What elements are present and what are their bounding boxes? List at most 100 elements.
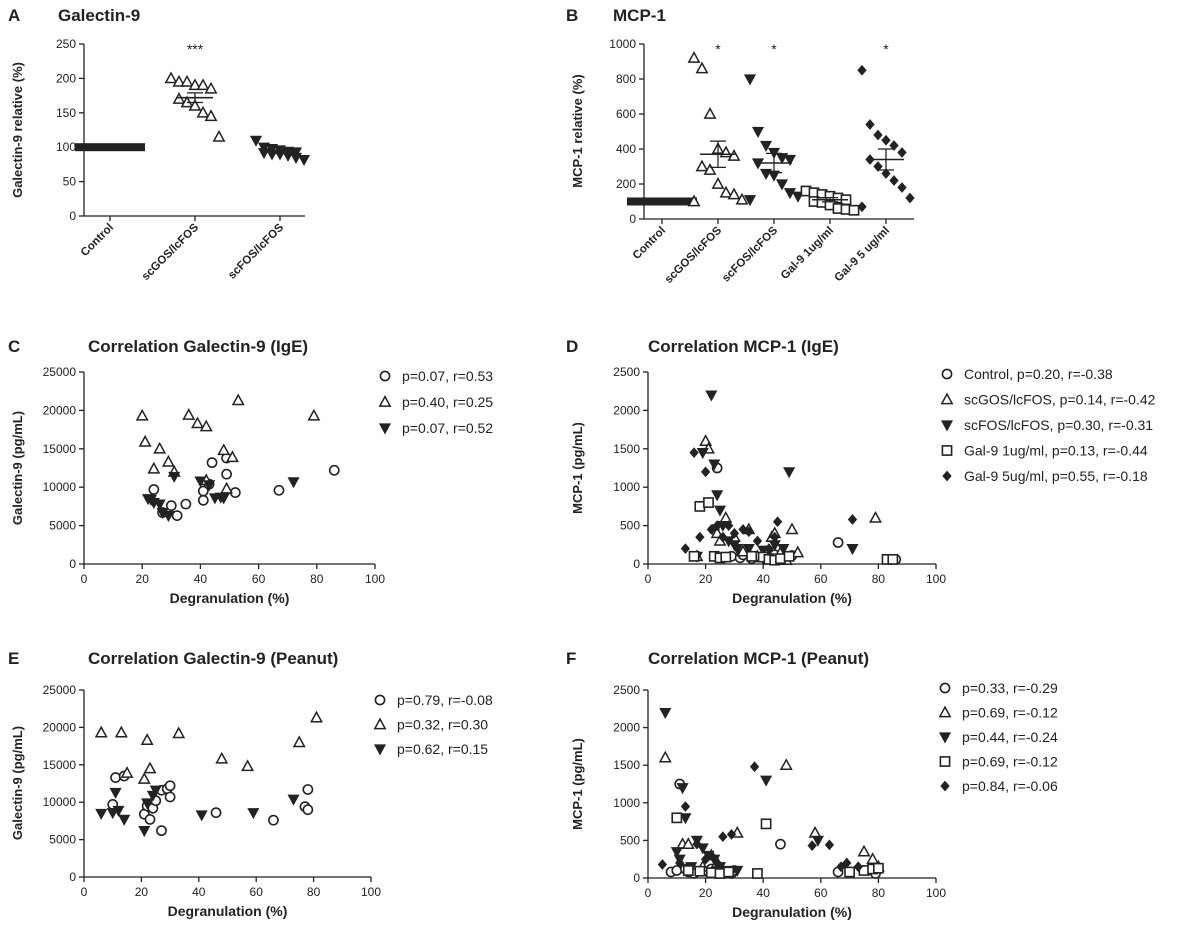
- legend-entry: scGOS/lcFOS, p=0.14, r=-0.42: [964, 392, 1156, 408]
- data-point: [731, 865, 744, 877]
- data-point: [659, 707, 672, 720]
- significance-label: *: [771, 41, 777, 57]
- data-point: [713, 505, 727, 517]
- data-point: [257, 142, 271, 154]
- data-point: [249, 135, 263, 147]
- panel-letter: E: [8, 649, 19, 668]
- data-point: [905, 192, 915, 204]
- y-tick-label: 25000: [43, 365, 77, 379]
- data-point: [153, 499, 166, 511]
- data-point: [727, 187, 741, 200]
- control-point-cluster: [75, 143, 145, 152]
- data-point: [217, 493, 230, 505]
- y-axis-label: Galectin-9 relative (%): [10, 62, 25, 198]
- control-point-cluster: [627, 197, 697, 206]
- y-tick-label: 2500: [613, 683, 640, 697]
- data-point: [712, 857, 722, 869]
- data-point: [225, 450, 239, 463]
- y-tick-label: 5000: [49, 833, 76, 847]
- data-point: [137, 772, 151, 784]
- data-point: [760, 818, 772, 830]
- data-point: [703, 497, 714, 508]
- legend-entry: p=0.79, r=-0.08: [397, 692, 493, 708]
- data-point: [138, 434, 152, 447]
- data-point: [695, 159, 709, 172]
- data-point: [162, 511, 175, 523]
- y-tick-label: 100: [56, 140, 76, 154]
- y-tick-label: 0: [629, 212, 636, 226]
- y-tick-label: 800: [616, 72, 636, 86]
- data-point: [328, 464, 340, 476]
- legend-entry: p=0.62, r=0.15: [397, 741, 488, 757]
- data-point: [714, 868, 726, 879]
- y-tick-label: 250: [56, 37, 76, 51]
- legend-marker: [941, 368, 953, 380]
- data-point: [736, 544, 750, 557]
- data-point: [720, 551, 732, 563]
- data-point: [165, 500, 177, 512]
- data-point: [297, 154, 311, 167]
- data-point: [144, 814, 156, 825]
- data-point: [779, 758, 793, 771]
- y-tick-label: 50: [63, 175, 77, 189]
- data-point: [212, 129, 226, 142]
- data-point: [791, 545, 805, 558]
- data-point: [195, 810, 208, 822]
- data-point: [897, 147, 907, 158]
- y-tick-label: 400: [616, 142, 636, 156]
- data-point: [743, 195, 757, 207]
- data-point: [752, 868, 763, 879]
- data-point: [675, 857, 685, 869]
- x-tick-label: 0: [645, 886, 652, 900]
- panel-title: Correlation Galectin-9 (IgE): [88, 337, 308, 356]
- data-point: [231, 393, 245, 406]
- y-tick-label: 15000: [43, 758, 77, 772]
- data-point: [857, 844, 871, 857]
- data-point: [752, 535, 763, 547]
- panel-title: Correlation MCP-1 (IgE): [648, 337, 839, 356]
- data-point: [109, 787, 122, 799]
- panel-f: F Correlation MCP-1 (Peanut)0500100015002…: [566, 649, 1058, 920]
- legend-entry: p=0.33, r=-0.29: [962, 680, 1058, 696]
- data-point: [687, 194, 701, 207]
- data-point: [164, 71, 178, 84]
- data-point: [682, 865, 694, 876]
- panel-title: Galectin-9: [58, 6, 140, 25]
- data-point: [292, 735, 306, 748]
- data-point: [881, 134, 891, 146]
- data-point: [221, 468, 232, 480]
- data-point: [775, 553, 786, 565]
- x-tick-label: 40: [192, 885, 206, 899]
- data-point: [217, 443, 231, 456]
- panel-d: D Correlation MCP-1 (IgE)0500100015002000…: [566, 337, 1156, 606]
- panel-letter: B: [566, 6, 578, 25]
- data-point: [147, 461, 161, 474]
- data-point: [191, 416, 204, 429]
- panel-title: Correlation MCP-1 (Peanut): [648, 649, 869, 668]
- data-point: [164, 791, 176, 803]
- data-point: [764, 543, 774, 555]
- data-point: [744, 526, 754, 538]
- data-point: [247, 808, 260, 820]
- x-tick-label: 100: [365, 572, 385, 586]
- legend-entry: p=0.40, r=0.25: [402, 394, 493, 410]
- legend-marker: [939, 682, 951, 694]
- y-tick-label: 2000: [613, 403, 640, 417]
- y-axis-label: Galectin-9 (pg/mL): [10, 726, 25, 840]
- legend-entry: p=0.07, r=0.53: [402, 368, 493, 384]
- y-axis-label: MCP-1 (pg/mL): [570, 738, 585, 830]
- data-point: [180, 74, 194, 87]
- x-tick-label: 60: [250, 885, 264, 899]
- y-tick-label: 5000: [49, 519, 76, 533]
- x-tick-label: 80: [307, 885, 321, 899]
- data-point: [658, 750, 672, 763]
- y-tick-label: 0: [69, 557, 76, 571]
- data-point: [731, 544, 744, 556]
- data-point: [204, 81, 218, 94]
- data-point: [872, 862, 884, 874]
- data-point: [188, 98, 202, 111]
- data-point: [302, 784, 314, 795]
- data-point: [824, 839, 835, 851]
- y-axis-label: Galectin-9 (pg/mL): [10, 411, 25, 525]
- panel-title: MCP-1: [613, 6, 666, 25]
